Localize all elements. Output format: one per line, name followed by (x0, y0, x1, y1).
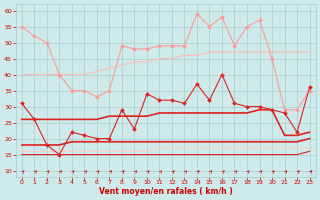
X-axis label: Vent moyen/en rafales ( km/h ): Vent moyen/en rafales ( km/h ) (99, 187, 233, 196)
